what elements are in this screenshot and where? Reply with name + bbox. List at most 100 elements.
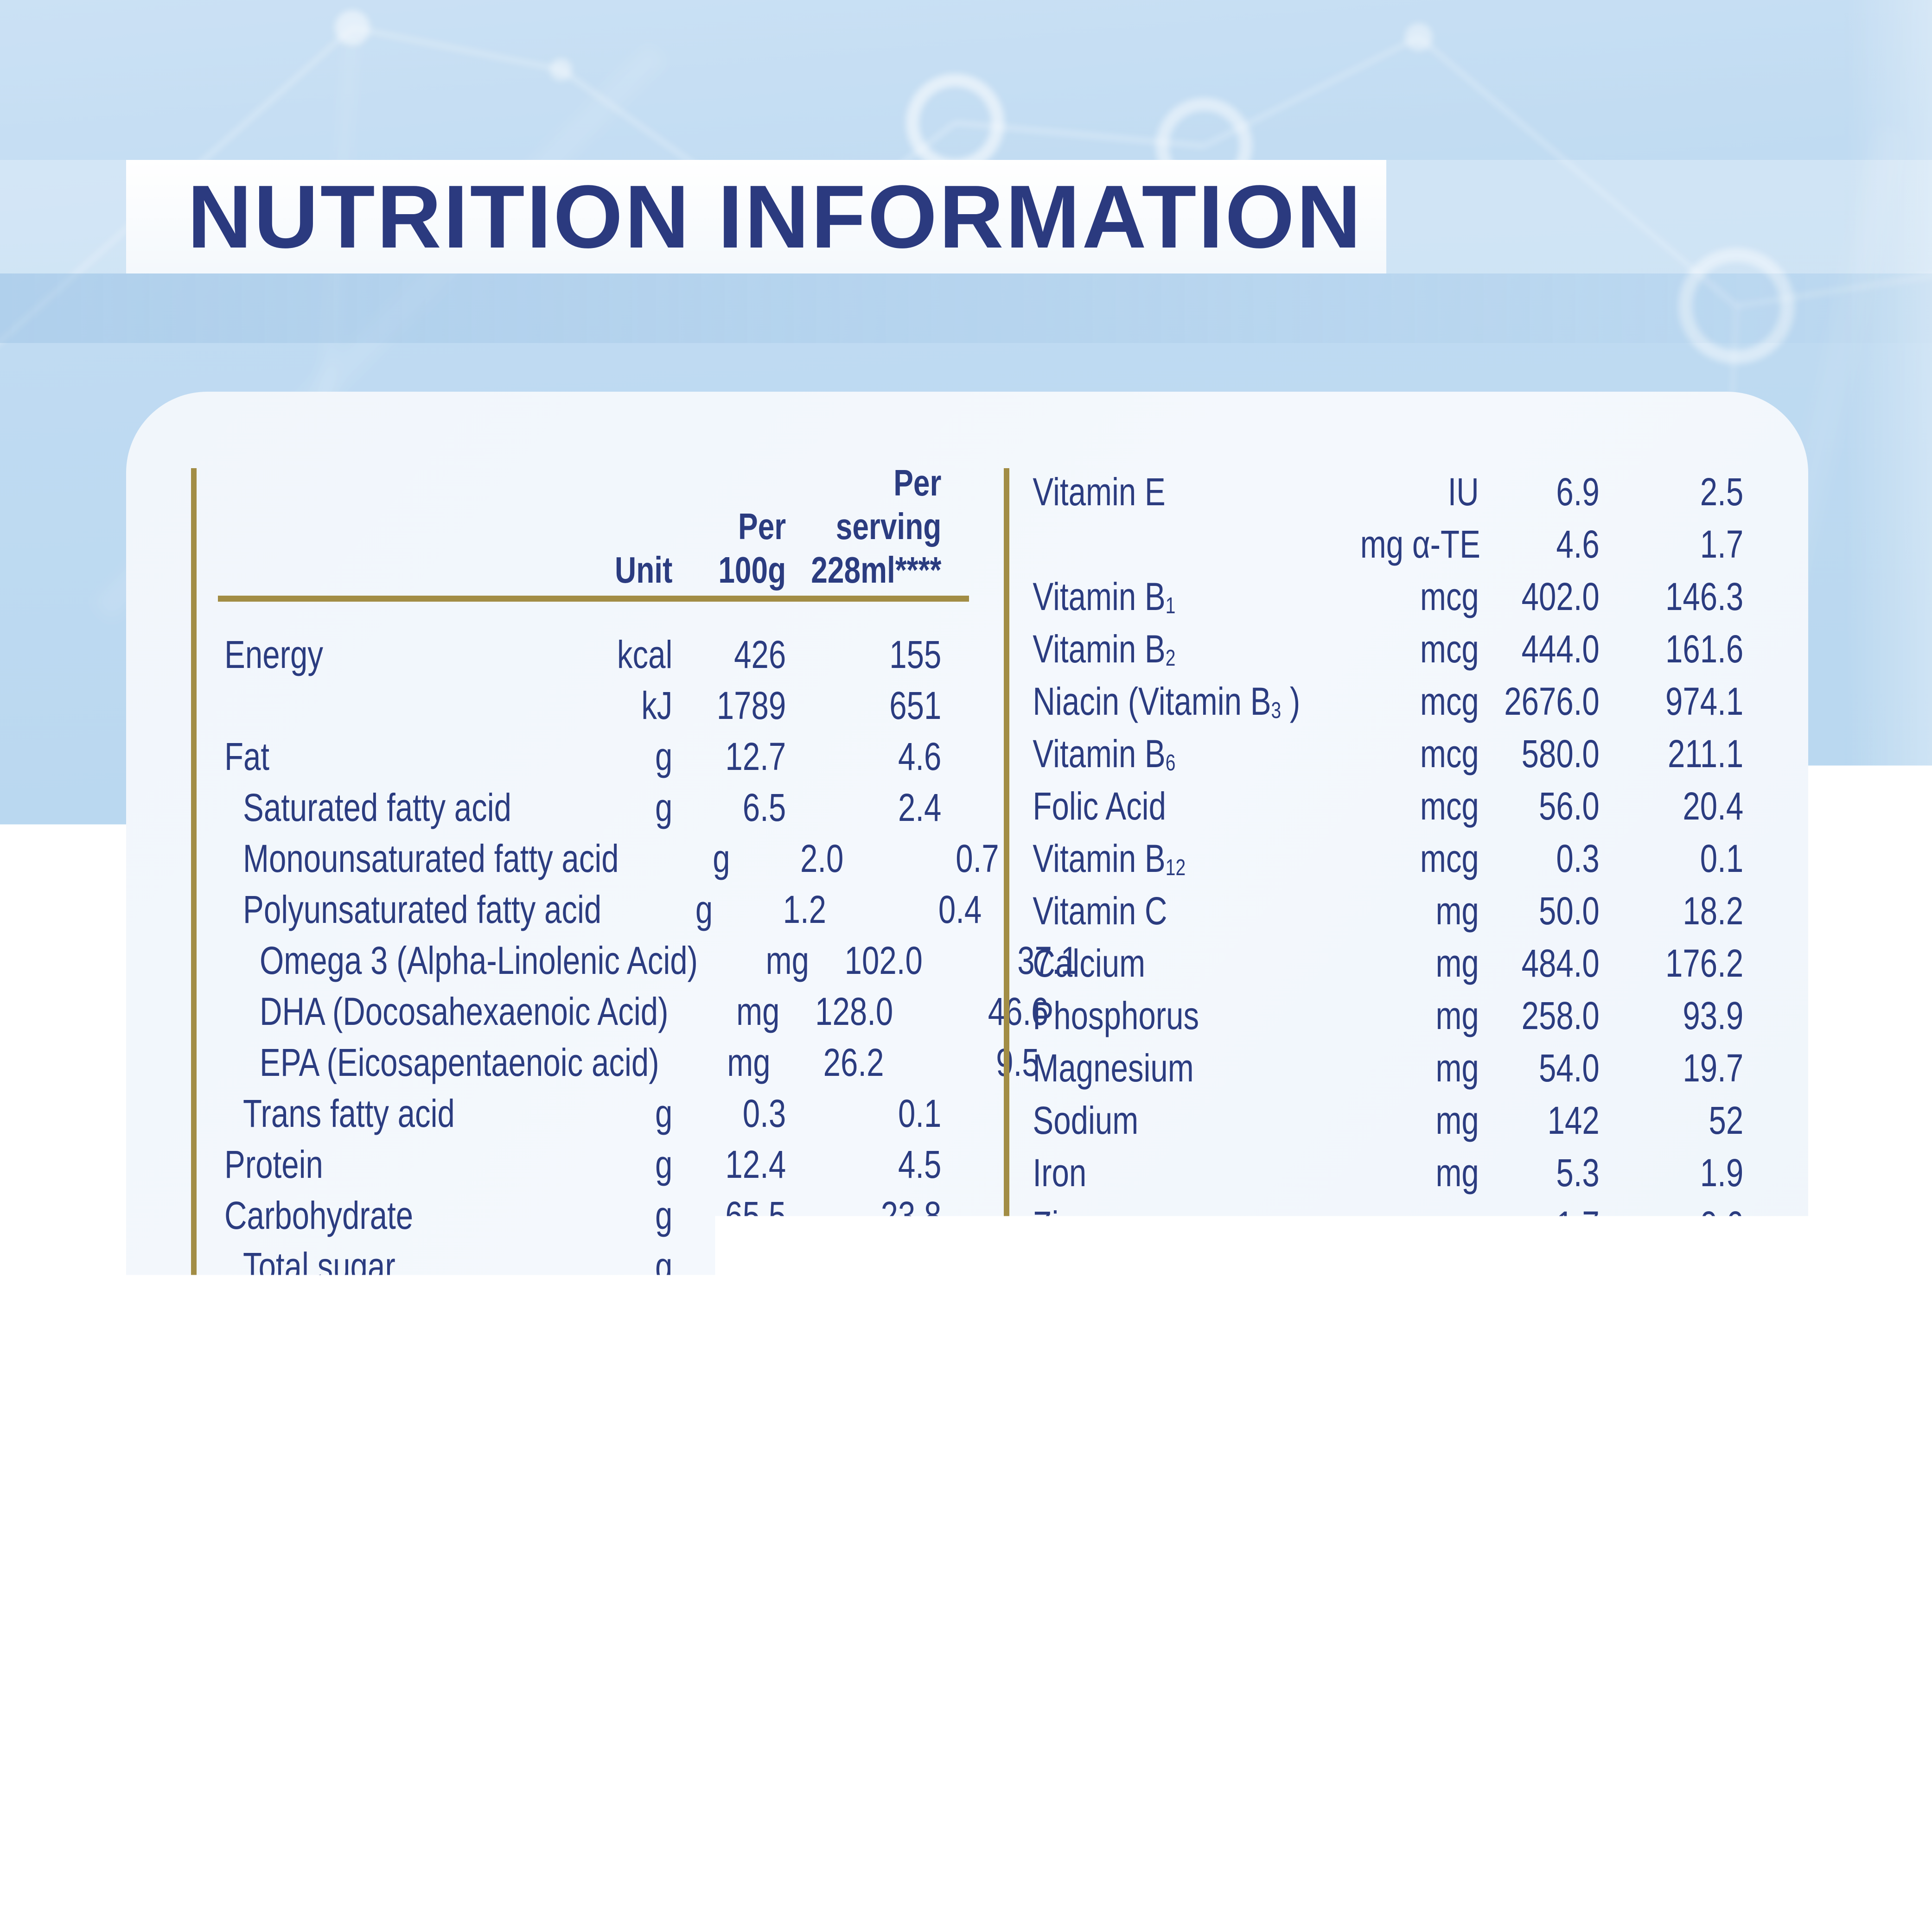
row-per-serving: 36.4 xyxy=(786,1601,941,1646)
table-row: Total sugar g 41.7 15.2 xyxy=(191,1241,941,1292)
row-unit: g xyxy=(561,1142,672,1187)
row-unit: mg xyxy=(698,938,809,983)
row-per-100g: 41.7 xyxy=(672,1244,786,1289)
row-per-serving: 20.4 xyxy=(1600,784,1743,829)
table-row: mcg RE 94.0 34.2 xyxy=(191,1547,941,1598)
right-table-rows: Vitamin E IU 6.9 2.5 mg α-TE 4.6 1.7 Vitamin B1… xyxy=(1004,461,1771,1409)
row-unit: cfu xyxy=(1360,1360,1479,1405)
row-per-serving: 15.2 xyxy=(786,1244,941,1289)
row-per-serving: 11.6 xyxy=(1600,1255,1743,1300)
row-unit: mg xyxy=(669,989,780,1034)
row-per-100g: 444.0 xyxy=(1479,627,1600,672)
right-table-bottom-rule xyxy=(1004,1430,1771,1436)
row-unit: g xyxy=(601,887,713,932)
table-row: Vitamin E IU 6.9 2.5 xyxy=(1004,466,1743,518)
table-row: Vitamin B12 mcg 0.3 0.1 xyxy=(1004,833,1743,885)
table-row: mcg 2.5 0.9 xyxy=(191,1649,941,1700)
row-per-100g: 12.7 xyxy=(672,734,786,779)
row-unit: mg xyxy=(1360,993,1479,1038)
row-unit: mcg xyxy=(1360,627,1479,672)
row-unit: g xyxy=(619,836,730,881)
row-unit: g xyxy=(561,1295,672,1340)
row-per-serving: 113.9 xyxy=(786,1499,941,1544)
row-per-serving: 19.7 xyxy=(1600,1046,1743,1091)
row-per-100g: 94.0 xyxy=(672,1550,786,1595)
row-per-serving: 651 xyxy=(786,683,941,728)
row-label: Vitamin B12 xyxy=(1004,836,1360,881)
nutrition-table-right: Vitamin E IU 6.9 2.5 mg α-TE 4.6 1.7 Vitamin B1… xyxy=(1004,461,1771,1436)
table-row: Bifidobacterium breve M-16V xyxy=(1004,1304,1743,1356)
row-unit: g xyxy=(561,1193,672,1238)
row-label: Vitamin C xyxy=(1004,889,1360,934)
row-per-100g: 4.6 xyxy=(1479,522,1600,567)
row-per-serving: 18.2 xyxy=(1600,889,1743,934)
row-label: Calcium xyxy=(1004,941,1360,986)
row-per-100g: 142 xyxy=(1479,1098,1600,1143)
table-row: Iodine mcg 32.0 11.6 xyxy=(1004,1252,1743,1304)
row-unit: IU xyxy=(561,1601,672,1646)
row-per-serving: 161.6 xyxy=(1600,627,1743,672)
row-unit: mcg xyxy=(1360,731,1479,776)
table-row: Zinc mg 1.7 0.6 xyxy=(1004,1199,1743,1252)
row-label: Energy xyxy=(191,632,561,677)
row-unit: g xyxy=(561,1244,672,1289)
row-per-100g: 41.0 xyxy=(672,1295,786,1340)
row-label: Phosphorus xyxy=(1004,993,1360,1038)
row-per-100g: 3.1 xyxy=(739,1448,853,1493)
table-row: EPA (Eicosapentaenoic acid) mg 26.2 9.5 xyxy=(191,1037,941,1088)
row-label: Omega 3 (Alpha-Linolenic Acid) xyxy=(191,938,698,983)
table-row: Saturated fatty acid g 6.5 2.4 xyxy=(191,782,941,833)
row-unit: mg xyxy=(1360,1046,1479,1091)
row-per-100g: 484.0 xyxy=(1479,941,1600,986)
row-label: EPA (Eicosapentaenoic acid) xyxy=(191,1040,659,1085)
row-per-serving: 1.9 xyxy=(1600,1150,1743,1195)
row-unit: mcg xyxy=(1360,1255,1479,1300)
table-header-row: Unit Per 100g Per serving 228ml**** xyxy=(191,461,969,596)
table-row: mg α-TE 4.6 1.7 xyxy=(1004,518,1743,571)
row-unit: IU xyxy=(561,1499,672,1544)
row-unit: mg α-TE xyxy=(1360,522,1479,567)
row-per-100g: 50.0 xyxy=(1479,889,1600,934)
row-per-100g: 128.0 xyxy=(780,989,893,1034)
row-per-100g: 0.3 xyxy=(1479,836,1600,881)
row-label: (B.breve M-16V) xyxy=(1004,1360,1360,1405)
row-per-100g: 5.3 xyxy=(1479,1150,1600,1195)
row-per-100g: 102.0 xyxy=(809,938,923,983)
row-per-100g: 580.0 xyxy=(1479,731,1600,776)
row-per-100g: 12.4 xyxy=(672,1142,786,1187)
row-label: Monounsaturated fatty acid xyxy=(191,836,619,881)
row-label: (90% scGOS*, 10% lcFOS**) xyxy=(191,1448,628,1493)
table-row: Vitamin B1 mcg 402.0 146.3 xyxy=(1004,571,1743,623)
row-label: Polyunsaturated fatty acid xyxy=(191,887,601,932)
row-label: Iodine xyxy=(1004,1255,1360,1300)
table-row: Sucrose g 0.0 0.0 xyxy=(191,1343,941,1394)
row-per-100g: 0.3 xyxy=(672,1091,786,1136)
row-per-serving: 2.5 xyxy=(1600,470,1743,515)
table-row: Protein g 12.4 4.5 xyxy=(191,1139,941,1190)
row-per-serving: 3.64 x 108 xyxy=(1600,1360,1743,1405)
row-label: Saturated fatty acid xyxy=(191,785,561,830)
row-per-100g: 258.0 xyxy=(1479,993,1600,1038)
row-unit: IU xyxy=(1360,470,1479,515)
row-per-serving: 0.1 xyxy=(786,1091,941,1136)
row-label: Vitamin A xyxy=(191,1499,561,1544)
table-row: Iron mg 5.3 1.9 xyxy=(1004,1147,1743,1199)
row-unit: g xyxy=(561,734,672,779)
row-unit: mg xyxy=(1360,1203,1479,1248)
right-light-strip xyxy=(1844,0,1932,1932)
row-unit: g xyxy=(561,1346,672,1391)
row-per-serving: 1.7 xyxy=(1600,522,1743,567)
row-unit: mcg xyxy=(1360,836,1479,881)
row-per-serving: 211.1 xyxy=(1600,731,1743,776)
row-label: Fat xyxy=(191,734,561,779)
row-label: Lactose xyxy=(191,1295,561,1340)
row-per-100g: 100.0 xyxy=(672,1601,786,1646)
row-per-100g: 65.5 xyxy=(672,1193,786,1238)
row-per-100g: 1789 xyxy=(672,683,786,728)
row-per-serving: 2.4 xyxy=(786,785,941,830)
table-row: Fat g 12.7 4.6 xyxy=(191,731,941,782)
row-per-serving: 0.1 xyxy=(1600,836,1743,881)
row-per-serving: 52 xyxy=(1600,1098,1743,1143)
row-per-100g: 2.0 xyxy=(730,836,844,881)
row-per-serving: 0.4 xyxy=(826,887,982,932)
